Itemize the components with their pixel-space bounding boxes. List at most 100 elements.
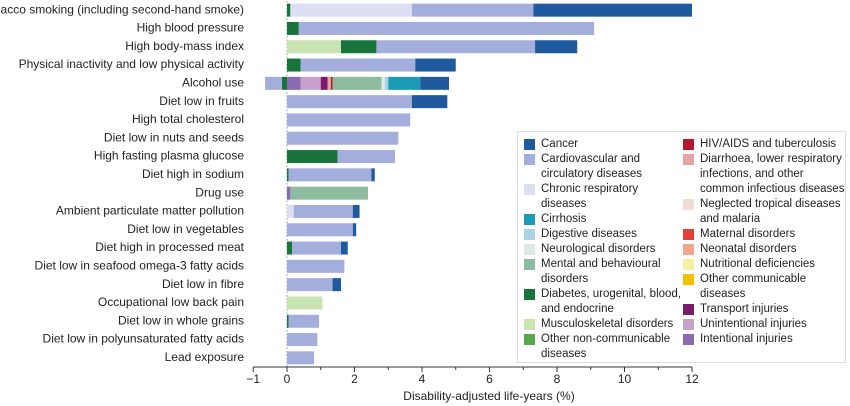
legend-entry: Maternal disorders: [683, 227, 845, 242]
bar-segment: [337, 150, 395, 164]
bar-segment: [287, 204, 294, 218]
legend-entry: Musculoskeletal disorders: [524, 317, 682, 332]
bar-segment: [287, 58, 301, 72]
legend-label: Cancer: [541, 138, 579, 150]
bar-segment: [415, 58, 456, 72]
y-tick-label: High blood pressure: [137, 21, 245, 35]
bar-segment: [287, 351, 314, 365]
bar-segment: [287, 296, 323, 310]
legend-label: Diabetes, urogenital, blood, and endocri…: [541, 288, 682, 315]
legend-label: Neonatal disorders: [700, 243, 797, 255]
y-tick-label: Tobacco smoking (including second-hand s…: [0, 2, 244, 16]
bar-segment: [287, 40, 341, 54]
y-tick-label: Alcohol use: [182, 76, 244, 90]
y-tick-label: Lead exposure: [165, 350, 245, 364]
legend-entry: Intentional injuries: [683, 332, 845, 347]
bar-segment: [300, 76, 321, 90]
legend-label: Diarrhoea, lower respiratory infections,…: [700, 153, 845, 195]
y-tick-label: Diet low in fruits: [159, 94, 244, 108]
bar-segment: [287, 95, 412, 109]
legend-entry: Cardiovascular and circulatory diseases: [524, 152, 682, 182]
bar-segment: [288, 168, 372, 182]
legend-entry: Cirrhosis: [524, 212, 682, 227]
legend-swatch: [683, 154, 694, 165]
x-tick-label: −1: [246, 372, 260, 386]
y-tick-label: Drug use: [195, 185, 244, 199]
legend-label: HIV/AIDS and tuberculosis: [700, 138, 837, 150]
bar-segment: [341, 241, 348, 255]
bar-segment: [281, 76, 287, 90]
legend-entry: Other communicable diseases: [683, 272, 845, 302]
x-axis-label: Disability-adjusted life-years (%): [403, 389, 574, 403]
bar-segment: [287, 3, 291, 17]
bar-segment: [265, 76, 282, 90]
legend-label: Unintentional injuries: [700, 318, 807, 330]
legend: Cancer Cardiovascular and circulatory dis…: [517, 131, 846, 363]
x-tick-label: 12: [685, 372, 699, 386]
bar-segment: [411, 3, 534, 17]
legend-label: Digestive diseases: [541, 228, 637, 240]
legend-label: Musculoskeletal disorders: [541, 318, 674, 330]
bar-segment: [287, 223, 353, 237]
legend-swatch: [524, 154, 535, 165]
y-tick-label: Diet low in fibre: [162, 277, 244, 291]
legend-label: Nutritional deficiencies: [700, 258, 816, 270]
legend-swatch: [524, 184, 535, 195]
legend-entry: Diabetes, urogenital, blood, and endocri…: [524, 287, 682, 317]
y-tick-label: Diet low in nuts and seeds: [104, 130, 244, 144]
legend-swatch: [524, 139, 535, 150]
legend-swatch: [683, 139, 694, 150]
y-tick-label: High total cholesterol: [132, 112, 244, 126]
bar-segment: [287, 21, 299, 35]
legend-swatch: [683, 199, 694, 210]
bar-segment: [287, 76, 301, 90]
legend-swatch: [524, 289, 535, 300]
legend-swatch: [683, 334, 694, 345]
y-tick-label: High fasting plasma glucose: [94, 149, 244, 163]
bar-segment: [352, 223, 357, 237]
y-tick-label: Diet high in processed meat: [95, 240, 244, 254]
bar-segment: [332, 76, 382, 90]
bar-segment: [381, 76, 385, 90]
bar-segment: [411, 95, 448, 109]
legend-entry: Unintentional injuries: [683, 317, 845, 332]
legend-entry: Neglected tropical diseases and malaria: [683, 197, 845, 227]
x-tick-label: 6: [486, 372, 493, 386]
legend-swatch: [524, 229, 535, 240]
bar-segment: [388, 76, 421, 90]
x-tick-label: 0: [284, 372, 291, 386]
y-tick-label: Physical inactivity and low physical act…: [19, 57, 244, 71]
bar-segment: [287, 278, 333, 292]
legend-column: Cancer Cardiovascular and circulatory dis…: [524, 137, 682, 362]
legend-swatch: [524, 244, 535, 255]
bar-segment: [287, 314, 289, 328]
legend-label: Transport injuries: [700, 303, 789, 315]
bar-segment: [292, 241, 341, 255]
legend-label: Other communicable diseases: [700, 273, 807, 300]
legend-entry: Other non-communicable diseases: [524, 332, 682, 362]
legend-label: Chronic respiratory diseases: [541, 183, 639, 210]
legend-swatch: [524, 259, 535, 270]
bar-segment: [287, 259, 345, 273]
bar-segment: [287, 113, 411, 127]
bar-segment: [298, 21, 595, 35]
bar-segment: [287, 333, 318, 347]
bar-segment: [371, 168, 375, 182]
bar-segment: [287, 186, 291, 200]
x-tick-label: 10: [618, 372, 632, 386]
legend-swatch: [683, 319, 694, 330]
x-tick-label: 4: [419, 372, 426, 386]
bar-segment: [535, 40, 578, 54]
legend-entry: Diarrhoea, lower respiratory infections,…: [683, 152, 845, 197]
bar-segment: [376, 40, 536, 54]
legend-swatch: [683, 259, 694, 270]
legend-entry: Mental and behavioural disorders: [524, 257, 682, 287]
legend-entry: Chronic respiratory diseases: [524, 182, 682, 212]
bar-segment: [287, 131, 399, 145]
y-tick-label: High body-mass index: [125, 39, 244, 53]
legend-swatch: [683, 229, 694, 240]
bar-segment: [533, 3, 692, 17]
y-tick-label: Diet high in sodium: [142, 167, 244, 181]
